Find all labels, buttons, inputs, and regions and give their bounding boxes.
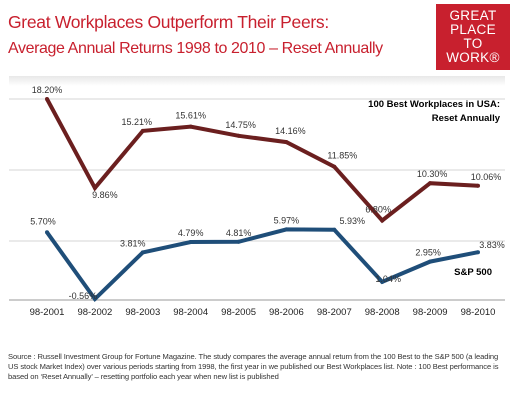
data-point: [92, 297, 97, 301]
data-point: [380, 279, 385, 284]
source-note: Source : Russell Investment Group for Fo…: [8, 352, 499, 381]
data-label: 10.06%: [471, 172, 502, 182]
data-point: [332, 227, 337, 232]
data-label: 2.95%: [415, 248, 441, 258]
x-tick-label: 98-2010: [461, 307, 496, 318]
data-point: [428, 259, 433, 264]
logo-line-3: TO: [463, 36, 483, 51]
data-label: 4.81%: [226, 228, 252, 238]
x-tick-label: 98-2007: [317, 307, 352, 318]
data-point: [476, 183, 480, 188]
series-line-sp500: [45, 227, 479, 303]
data-label: 3.81%: [120, 238, 146, 248]
great-place-to-work-logo: GREAT PLACE TO WORK®: [436, 4, 510, 70]
data-point: [45, 97, 49, 101]
data-label: 9.86%: [92, 190, 118, 200]
data-point: [188, 124, 193, 129]
data-label: 6.80%: [365, 205, 391, 215]
chart-title-line-2: Average Annual Returns 1998 to 2010 – Re…: [8, 40, 383, 57]
data-point: [140, 250, 145, 255]
data-point: [140, 128, 145, 133]
x-tick-label: 98-2009: [413, 307, 448, 318]
data-point: [236, 239, 241, 244]
x-tick-label: 98-2005: [221, 307, 256, 318]
logo-line-2: PLACE: [450, 22, 496, 37]
data-label: -0.56%: [69, 291, 98, 301]
divider-band: [9, 76, 505, 86]
data-point: [428, 181, 433, 186]
data-label: 15.61%: [175, 111, 206, 121]
data-point: [284, 227, 289, 232]
series-lines: [45, 97, 480, 303]
x-tick-label: 98-2006: [269, 307, 304, 318]
x-tick-label: 98-2001: [30, 307, 65, 318]
x-tick-labels: 98-2001 98-2002 98-2003 98-2004 98-2005 98-20…: [30, 307, 496, 318]
data-point: [45, 230, 49, 235]
data-label: 4.79%: [178, 228, 204, 238]
x-tick-label: 98-2004: [173, 307, 208, 318]
data-label: 5.70%: [30, 216, 56, 226]
grid-lines: [9, 98, 505, 301]
legend-best-line-1: 100 Best Workplaces in USA:: [368, 99, 500, 110]
data-label: 15.21%: [122, 117, 153, 127]
data-point: [188, 240, 193, 244]
data-labels: 18.20% 9.86% 15.21% 15.61% 14.75% 14.16% 11.85…: [30, 85, 505, 301]
data-label: 14.75%: [225, 120, 256, 130]
data-label: 5.93%: [340, 216, 366, 226]
legend-sp500: S&P 500: [454, 267, 492, 278]
x-tick-label: 98-2003: [125, 307, 160, 318]
data-point: [284, 140, 289, 145]
x-tick-label: 98-2002: [77, 307, 112, 318]
logo-line-1: GREAT: [449, 8, 497, 23]
legend-best-line-2: Reset Annually: [432, 113, 501, 124]
data-point: [92, 185, 97, 190]
data-label: 1.04%: [375, 274, 401, 284]
data-point: [236, 133, 241, 138]
data-label: 3.83%: [479, 240, 505, 250]
data-label: 5.97%: [274, 215, 300, 225]
data-label: 14.16%: [275, 126, 306, 136]
data-point: [476, 250, 480, 255]
series-line-100-best: [45, 98, 479, 224]
data-point: [380, 218, 385, 223]
data-point: [332, 164, 337, 169]
data-label: 10.30%: [417, 169, 448, 179]
logo-line-4: WORK®: [446, 50, 500, 65]
chart-title-line-1: Great Workplaces Outperform Their Peers:: [8, 12, 329, 32]
data-label: 18.20%: [32, 85, 63, 95]
data-label: 11.85%: [327, 151, 357, 161]
x-tick-label: 98-2008: [365, 307, 400, 318]
